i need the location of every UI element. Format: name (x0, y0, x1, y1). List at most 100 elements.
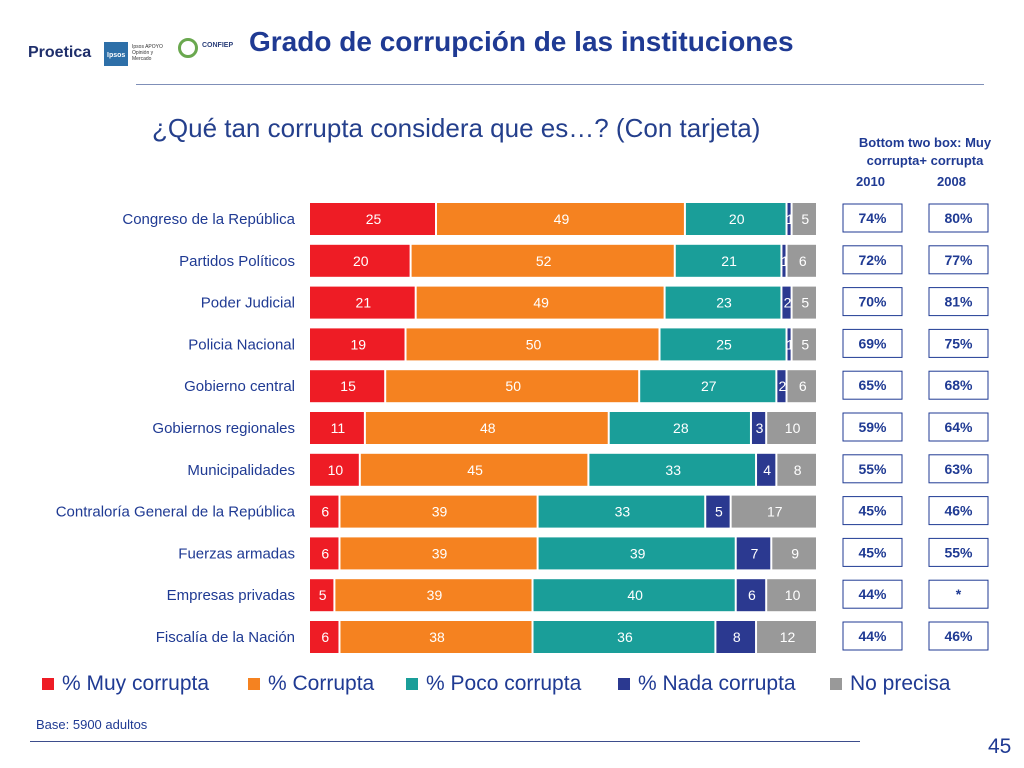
btb-2008-value: 81% (944, 294, 973, 310)
data-label-muy-corrupta: 6 (321, 504, 329, 520)
bar-segment-poco-corrupta (609, 412, 750, 444)
bar-segment-corrupta (406, 328, 659, 361)
legend-label-corrupta: % Corrupta (268, 672, 375, 695)
bar-segment-no-precisa (787, 244, 816, 277)
btb-2010-box (842, 245, 903, 275)
bar-segment-no-precisa (731, 495, 816, 528)
ipsos-apoyo-logo-text: Ipsos APOYO Opinión y Mercado (132, 44, 163, 62)
data-label-no-precisa: 17 (767, 504, 783, 520)
btb-2010-box (842, 579, 903, 609)
bar-segment-muy-corrupta (310, 244, 410, 277)
footer-divider (30, 741, 860, 742)
chart-legend: % Muy corrupta % Corrupta % Poco corrupt… (30, 672, 990, 702)
btb-2008-box (928, 328, 989, 358)
confiep-logo-mark (178, 38, 198, 58)
category-label-fuerzas-armadas: Fuerzas armadas (178, 545, 295, 562)
bar-segment-poco-corrupta (660, 328, 786, 361)
data-label-poco-corrupta: 33 (615, 504, 631, 520)
proetica-logo: Proetica (28, 44, 92, 61)
bottom-two-box-header-line2: corrupta+ corrupta (866, 153, 984, 168)
btb-2010-value: 65% (858, 377, 887, 393)
bar-segment-corrupta (437, 203, 684, 235)
title-divider (136, 84, 984, 85)
legend-swatch-no-precisa (830, 678, 842, 690)
data-label-muy-corrupta: 11 (331, 420, 346, 436)
btb-2008-box (928, 579, 989, 609)
bar-segment-no-precisa (792, 328, 816, 361)
data-label-no-precisa: 9 (791, 545, 799, 561)
bar-segment-muy-corrupta (310, 412, 364, 444)
category-label-congreso-de-la-republica: Congreso de la República (122, 211, 295, 228)
btb-2008-box (928, 245, 989, 275)
data-label-nada-corrupta: 8 (733, 629, 741, 645)
btb-2010-value: 55% (858, 461, 887, 477)
data-label-corrupta: 38 (429, 629, 445, 645)
bar-segment-muy-corrupta (310, 495, 339, 528)
btb-2010-value: 72% (858, 252, 887, 268)
data-label-muy-corrupta: 6 (321, 545, 329, 561)
bar-segment-poco-corrupta (533, 579, 735, 612)
bar-segment-nada-corrupta (787, 328, 791, 361)
bar-segment-corrupta (416, 286, 664, 319)
data-label-corrupta: 50 (505, 378, 521, 394)
data-label-nada-corrupta: 1 (786, 336, 794, 352)
bar-segment-no-precisa (767, 412, 816, 444)
data-label-poco-corrupta: 39 (630, 545, 646, 561)
bar-segment-nada-corrupta (716, 621, 756, 653)
btb-2010-box (842, 328, 903, 358)
data-label-no-precisa: 10 (785, 587, 801, 603)
legend-label-no-precisa: No precisa (850, 672, 951, 695)
btb-2010-value: 45% (858, 544, 887, 560)
bar-segment-nada-corrupta (751, 412, 766, 444)
bar-segment-poco-corrupta (589, 453, 756, 486)
data-label-no-precisa: 6 (799, 253, 807, 269)
data-label-nada-corrupta: 2 (779, 378, 787, 394)
btb-2010-box (842, 412, 903, 442)
data-label-corrupta: 49 (533, 295, 549, 311)
bar-segment-poco-corrupta (665, 286, 781, 319)
btb-2010-box (842, 496, 903, 526)
base-note: Base: 5900 adultos (36, 717, 148, 732)
data-label-poco-corrupta: 36 (617, 629, 633, 645)
category-label-municipalidades: Municipalidades (187, 462, 295, 479)
category-label-policia-nacional: Policia Nacional (188, 336, 295, 353)
btb-2008-value: * (956, 586, 962, 602)
data-label-no-precisa: 12 (780, 629, 796, 645)
data-label-nada-corrupta: 4 (763, 462, 771, 478)
data-label-corrupta: 50 (526, 336, 542, 352)
btb-2008-box (928, 287, 989, 317)
btb-2008-value: 77% (944, 252, 973, 268)
category-label-empresas-privadas: Empresas privadas (167, 587, 295, 604)
data-label-corrupta: 48 (480, 420, 496, 436)
bar-segment-muy-corrupta (310, 537, 339, 570)
legend-label-poco-corrupta: % Poco corrupta (426, 672, 582, 695)
data-label-muy-corrupta: 21 (356, 295, 372, 311)
bar-segment-nada-corrupta (782, 244, 786, 277)
btb-2010-box (842, 203, 903, 233)
btb-2010-box (842, 370, 903, 400)
btb-2008-box (928, 537, 989, 567)
data-label-poco-corrupta: 25 (716, 336, 732, 352)
year-2010-label: 2010 (856, 174, 885, 189)
data-label-nada-corrupta: 1 (781, 253, 789, 269)
legend-swatch-muy-corrupta (42, 678, 54, 690)
bar-segment-no-precisa (787, 370, 816, 403)
btb-2008-value: 64% (944, 419, 973, 435)
bar-segment-corrupta (340, 621, 532, 653)
data-label-poco-corrupta: 20 (729, 211, 745, 227)
btb-2010-value: 70% (858, 294, 887, 310)
bar-segment-poco-corrupta (685, 203, 786, 235)
data-label-muy-corrupta: 15 (340, 378, 356, 394)
year-2008-label: 2008 (937, 174, 966, 189)
data-label-corrupta: 39 (432, 545, 448, 561)
data-label-corrupta: 45 (467, 462, 483, 478)
btb-2010-box (842, 621, 903, 651)
data-label-no-precisa: 5 (801, 295, 809, 311)
category-label-contraloria-general-de-la-republica: Contraloría General de la República (56, 504, 296, 521)
btb-2008-box (928, 203, 989, 233)
data-label-poco-corrupta: 28 (673, 420, 689, 436)
bar-segment-corrupta (340, 495, 537, 528)
btb-2010-value: 44% (858, 628, 887, 644)
bar-segment-nada-corrupta (706, 495, 730, 528)
bar-segment-poco-corrupta (538, 537, 735, 570)
